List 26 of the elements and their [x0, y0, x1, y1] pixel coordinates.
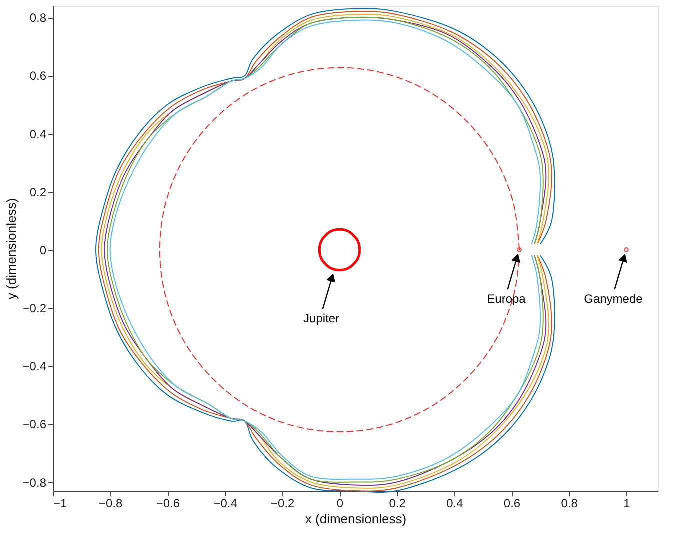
y-tick-label: 0.4: [30, 127, 47, 142]
y-tick-label: 0.6: [30, 69, 47, 84]
x-tick-label: −1: [54, 496, 68, 510]
y-tick-label: 0.2: [30, 185, 47, 200]
y-tick-label: 0: [40, 243, 47, 258]
annotation: Jupiter: [304, 312, 340, 326]
x-tick-label: −0.8: [98, 496, 124, 510]
x-tick-label: 0.8: [561, 496, 578, 510]
annotation: Europa: [487, 292, 526, 306]
x-tick-label: 0: [336, 496, 344, 510]
line-series: [318, 228, 362, 272]
y-tick-label: −0.4: [22, 360, 47, 374]
y-axis-title: y (dimensionless): [4, 198, 19, 300]
y-tick-label: −0.2: [22, 302, 47, 316]
x-tick-label: 1: [624, 496, 631, 510]
x-axis-title: x (dimensionless): [305, 512, 407, 526]
x-tick-label: −0.2: [271, 496, 296, 510]
x-tick-label: −0.4: [214, 496, 238, 510]
x-tick-label: 0.6: [504, 496, 521, 510]
y-tick-label: −0.6: [22, 418, 47, 432]
y-tick-label: 0.8: [30, 11, 47, 26]
y-tick-label: −0.8: [22, 476, 47, 490]
x-tick-label: 0.2: [389, 496, 406, 510]
annotation: Ganymede: [584, 292, 644, 306]
x-tick-label: −0.6: [156, 496, 180, 510]
x-tick-label: 0.4: [446, 496, 464, 510]
